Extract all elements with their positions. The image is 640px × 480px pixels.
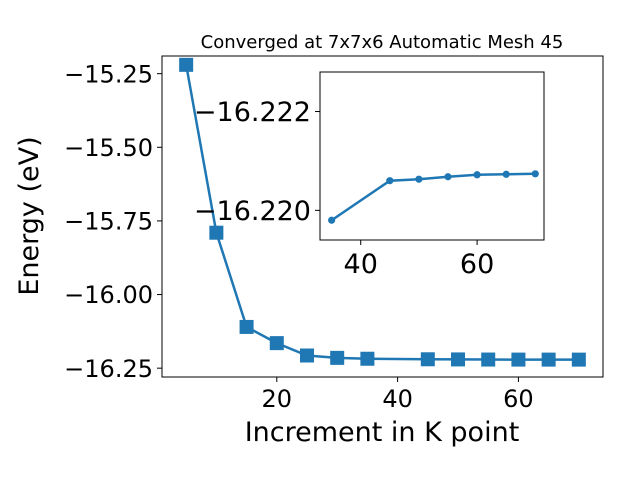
main-x-tick-label: 20	[262, 385, 293, 413]
main-y-tick-label: −15.25	[64, 60, 153, 88]
main-x-axis-label: Increment in K point	[245, 417, 520, 448]
inset-data-point	[502, 170, 510, 178]
inset-y-ticks: −16.222 −16.220	[194, 97, 320, 227]
main-plot-area	[179, 57, 586, 367]
main-y-axis-label: Energy (eV)	[14, 136, 45, 295]
inset-y-tick-label: −16.220	[194, 196, 311, 227]
main-axes: Converged at 7x7x6 Automatic Mesh 45 Inc…	[14, 32, 604, 448]
inset-data-point	[386, 177, 394, 185]
main-x-tick-label: 60	[503, 385, 534, 413]
main-data-point	[360, 351, 375, 366]
main-axes-frame	[161, 55, 604, 378]
inset-axes: 40 60 −16.222 −16.220	[194, 71, 545, 280]
inset-axes-frame	[319, 71, 545, 241]
main-x-tick-label: 40	[382, 385, 413, 413]
inset-data-point	[531, 170, 539, 178]
main-data-point	[511, 352, 526, 367]
main-data-point	[571, 352, 586, 367]
main-y-tick-label: −15.50	[64, 134, 153, 162]
main-data-point	[269, 336, 284, 351]
inset-plot-area	[328, 170, 539, 224]
inset-y-tick-label: −16.222	[194, 97, 311, 128]
inset-data-point	[444, 173, 452, 181]
main-y-tick-label: −16.25	[64, 355, 153, 383]
main-data-point	[330, 350, 345, 365]
inset-data-point	[328, 216, 336, 224]
main-data-point	[209, 225, 224, 240]
inset-background	[320, 72, 544, 240]
main-data-point	[239, 319, 254, 334]
inset-data-point	[473, 171, 481, 179]
main-data-point	[299, 348, 314, 363]
main-y-tick-label: −15.75	[64, 208, 153, 236]
main-data-point	[179, 57, 194, 72]
main-chart-title: Converged at 7x7x6 Automatic Mesh 45	[201, 32, 564, 53]
inset-x-tick-label: 40	[344, 249, 378, 280]
inset-data-point	[415, 175, 423, 183]
main-data-point	[451, 352, 466, 367]
main-y-ticks: −15.25 −15.50 −15.75 −16.00 −16.25	[64, 60, 162, 383]
main-data-point	[420, 352, 435, 367]
inset-x-ticks: 40 60	[344, 240, 494, 280]
main-data-point	[541, 352, 556, 367]
main-y-tick-label: −16.00	[64, 281, 153, 309]
main-x-ticks: 20 40 60	[262, 377, 534, 413]
inset-x-tick-label: 60	[460, 249, 494, 280]
main-data-point	[481, 352, 496, 367]
